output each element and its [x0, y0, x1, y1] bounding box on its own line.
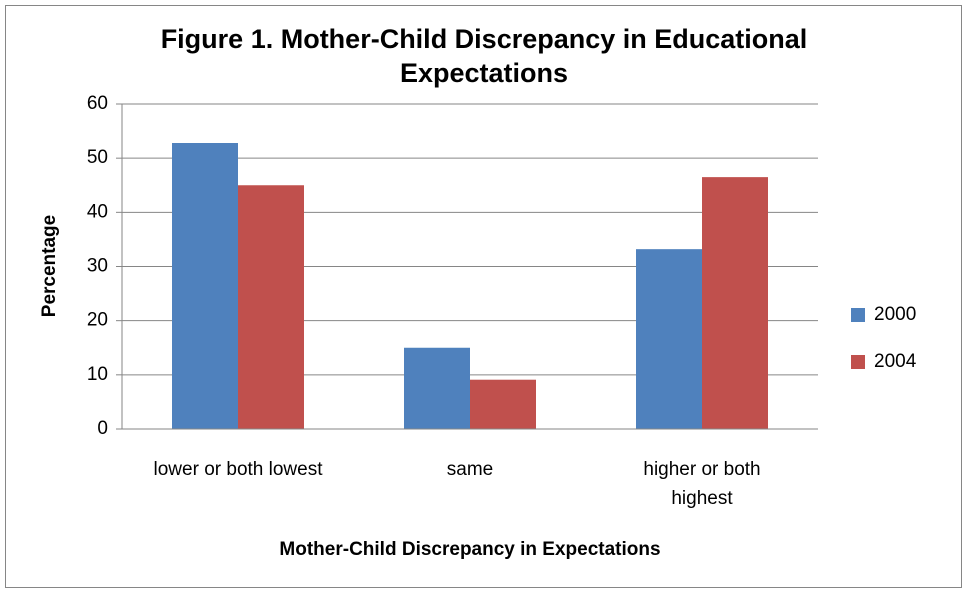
- y-tick-label: 50: [87, 147, 108, 168]
- x-axis-label: Mother-Child Discrepancy in Expectations: [279, 539, 660, 560]
- legend-label: 2000: [874, 304, 916, 325]
- y-tick-label: 10: [87, 364, 108, 385]
- legend-swatch: [851, 308, 865, 322]
- bar: [636, 249, 702, 429]
- y-tick-label: 0: [97, 418, 108, 439]
- x-tick-label: higher or both highest: [643, 459, 760, 509]
- x-tick-label: same: [447, 459, 493, 480]
- bar: [470, 379, 536, 429]
- chart-frame: [5, 5, 962, 588]
- chart-title: Figure 1. Mother-Child Discrepancy in Ed…: [161, 24, 808, 88]
- legend-swatch: [851, 355, 865, 369]
- y-axis-label: Percentage: [39, 215, 60, 317]
- y-tick-label: 30: [87, 256, 108, 277]
- bar: [404, 347, 470, 429]
- x-tick-label: lower or both lowest: [154, 459, 324, 480]
- y-tick-label: 40: [87, 201, 108, 222]
- bar: [238, 185, 304, 429]
- y-tick-label: 20: [87, 310, 108, 331]
- y-tick-label: 60: [87, 93, 108, 114]
- bar: [702, 177, 768, 429]
- legend-label: 2004: [874, 351, 917, 372]
- bar: [172, 143, 238, 429]
